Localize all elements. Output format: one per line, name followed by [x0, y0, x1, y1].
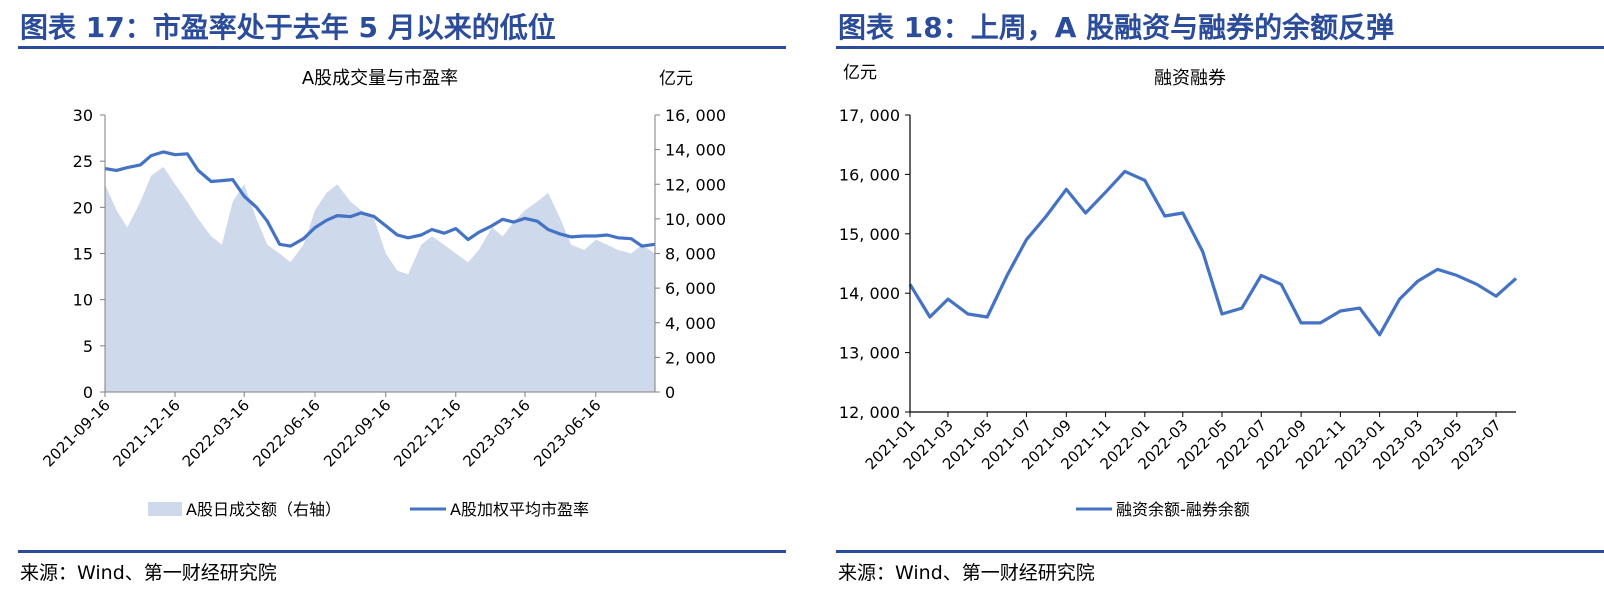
figure-18: 图表 18：上周，A 股融资与融券的余额反弹 亿元 融资融券 12, 000 13… [818, 0, 1604, 592]
chart-title: A股成交量与市盈率 [302, 68, 458, 89]
balance-line [908, 169, 1518, 337]
pe-line [104, 150, 656, 248]
y-tick-label: 5 [83, 337, 93, 356]
source-note: 来源：Wind、第一财经研究院 [838, 562, 1095, 584]
x-tick-label: 2023-06-16 [530, 396, 604, 470]
y-axis-unit: 亿元 [843, 63, 877, 83]
y-tick-label: 20 [73, 198, 93, 217]
legend-swatch-volume [148, 502, 182, 516]
right-y-ticks: 0 2, 000 4, 000 6, 000 8, 000 10, 000 12, 000 1… [655, 106, 726, 402]
title-rule [18, 46, 786, 49]
y-tick-label: 15, 000 [839, 225, 900, 244]
figure-title: 图表 18：上周，A 股融资与融券的余额反弹 [838, 11, 1395, 44]
y2-tick-label: 14, 000 [665, 141, 726, 160]
y2-tick-label: 0 [665, 383, 675, 402]
margin-balance-chart: 亿元 融资融券 12, 000 13, 000 14, 000 15, 000 16, … [839, 63, 1518, 519]
axes [909, 115, 1516, 413]
volume-area [105, 166, 655, 392]
pe-volume-chart: A股成交量与市盈率 亿元 0 5 10 15 20 25 30 0 2, 000 4, 000 6… [39, 68, 726, 519]
left-y-ticks: 0 5 10 15 20 25 30 [73, 106, 105, 402]
volume-area-layer [105, 166, 655, 392]
figure-title: 图表 17：市盈率处于去年 5 月以来的低位 [20, 11, 556, 44]
y-tick-label: 12, 000 [839, 403, 900, 422]
x-tick-label: 2022-03-16 [179, 396, 253, 470]
y-tick-label: 13, 000 [839, 344, 900, 363]
y-tick-label: 30 [73, 106, 93, 125]
right-axis-unit: 亿元 [659, 69, 693, 89]
y-tick-label: 14, 000 [839, 284, 900, 303]
source-note: 来源：Wind、第一财经研究院 [20, 562, 277, 584]
x-ticks: 2021-09-162021-12-162022-03-162022-06-16… [39, 392, 605, 470]
y2-tick-label: 10, 000 [665, 210, 726, 229]
figure-17: 图表 17：市盈率处于去年 5 月以来的低位 A股成交量与市盈率 亿元 0 5 10… [0, 0, 786, 592]
y-ticks: 12, 000 13, 000 14, 000 15, 000 16, 000 17, 0… [839, 106, 910, 422]
legend-label-volume: A股日成交额（右轴） [186, 500, 341, 519]
y-tick-label: 0 [83, 383, 93, 402]
y-tick-label: 25 [73, 152, 93, 171]
x-tick-label: 2023-03-16 [459, 396, 533, 470]
y2-tick-label: 2, 000 [665, 348, 716, 367]
y-tick-label: 15 [73, 245, 93, 264]
legend-label-balance: 融资余额-融券余额 [1116, 500, 1250, 519]
x-ticks: 2021-012021-032021-052021-072021-092021-… [862, 412, 1505, 473]
legend: A股日成交额（右轴） A股加权平均市盈率 [148, 500, 589, 519]
y2-tick-label: 12, 000 [665, 175, 726, 194]
balance-line-layer [908, 169, 1518, 337]
x-tick-label: 2022-06-16 [249, 396, 323, 470]
y2-tick-label: 8, 000 [665, 245, 716, 264]
x-tick-label: 2021-12-16 [109, 396, 183, 470]
chart-title: 融资融券 [1154, 68, 1226, 89]
x-tick-label: 2022-12-16 [390, 396, 464, 470]
legend: 融资余额-融券余额 [1076, 500, 1250, 519]
pe-line-layer [104, 150, 656, 248]
y-tick-label: 10 [73, 291, 93, 310]
y-tick-label: 16, 000 [839, 165, 900, 184]
legend-label-pe: A股加权平均市盈率 [450, 500, 589, 519]
y2-tick-label: 16, 000 [665, 106, 726, 125]
title-rule [836, 46, 1604, 49]
source-rule [836, 550, 1604, 553]
x-tick-label: 2022-09-16 [320, 396, 394, 470]
y-tick-label: 17, 000 [839, 106, 900, 125]
y2-tick-label: 6, 000 [665, 279, 716, 298]
x-tick-label: 2021-09-16 [39, 396, 113, 470]
y2-tick-label: 4, 000 [665, 314, 716, 333]
source-rule [18, 550, 786, 553]
